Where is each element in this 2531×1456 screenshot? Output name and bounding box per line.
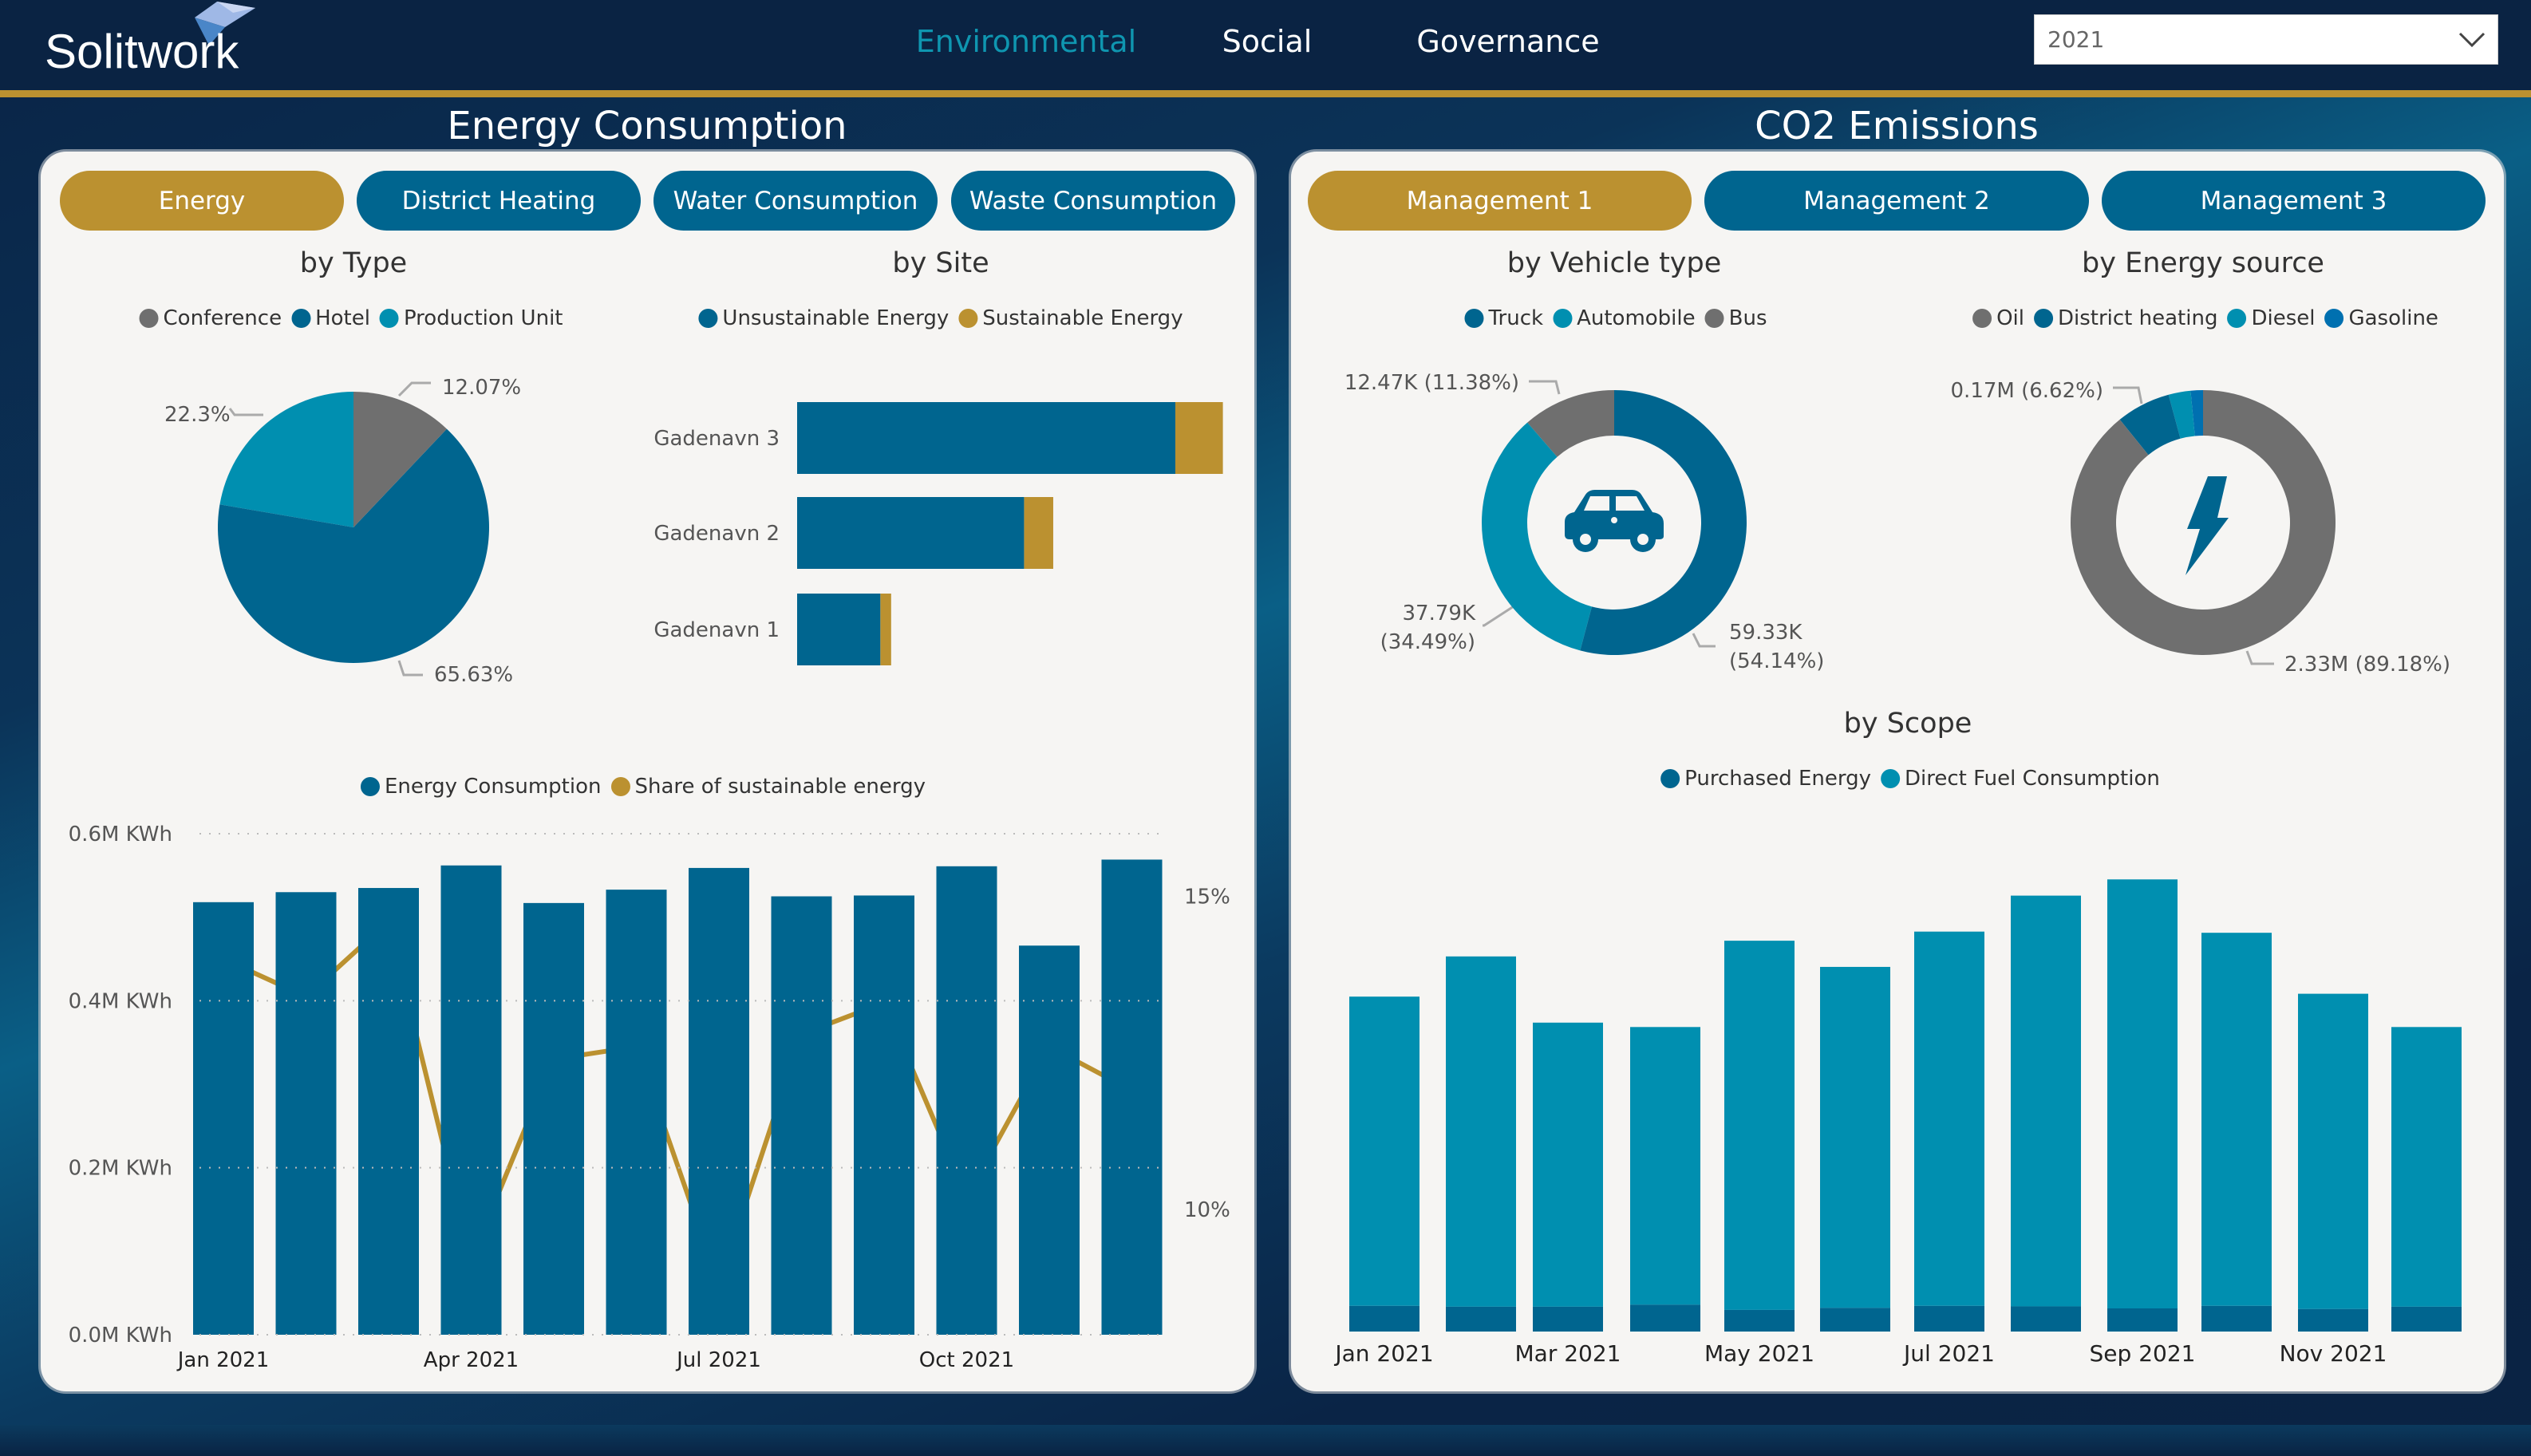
legend-item: Production Unit	[403, 306, 563, 330]
legend-item: Oil	[1996, 306, 2024, 330]
legend-dot-icon	[1881, 769, 1901, 788]
legend-item: Conference	[163, 306, 282, 330]
by-scope-title: by Scope	[1843, 708, 1972, 740]
legend-item: Automobile	[1577, 306, 1696, 330]
legend-item: Hotel	[315, 306, 370, 330]
by-vehicle-title: by Vehicle type	[1506, 247, 1722, 279]
tab-management-3[interactable]: Management 3	[2102, 171, 2486, 231]
legend-dot-icon	[379, 309, 399, 328]
legend-dot-icon	[1660, 769, 1680, 788]
legend-item: Purchased Energy	[1684, 767, 1872, 791]
nav-tab-governance[interactable]: Governance	[1416, 24, 1600, 59]
legend-dot-icon	[360, 777, 380, 796]
legend-dot-icon	[2033, 309, 2053, 328]
legend-item: Direct Fuel Consumption	[1905, 767, 2160, 791]
legend-dot-icon	[698, 309, 718, 328]
legend-item: Gasoline	[2348, 306, 2438, 330]
legend-dot-icon	[1704, 309, 1724, 328]
energy-section-title: Energy Consumption	[447, 104, 847, 148]
tab-management-2[interactable]: Management 2	[1704, 171, 2089, 231]
tab-district-heating[interactable]: District Heating	[357, 171, 641, 231]
legend-dot-icon	[1972, 309, 1992, 328]
year-dropdown-value: 2021	[2047, 26, 2105, 53]
legend-dot-icon	[291, 309, 311, 328]
legend-dot-icon	[139, 309, 159, 328]
by-type-title: by Type	[299, 247, 408, 279]
legend-item: Energy Consumption	[384, 775, 602, 799]
by-site-title: by Site	[892, 247, 989, 279]
legend-dot-icon	[2227, 309, 2247, 328]
logo-mark-icon	[195, 2, 255, 45]
co2-section-title: CO2 Emissions	[1755, 104, 2039, 148]
legend-dot-icon	[1553, 309, 1573, 328]
legend-item: Share of sustainable energy	[634, 775, 926, 799]
legend-dot-icon	[2324, 309, 2344, 328]
legend-dot-icon	[958, 309, 978, 328]
header-divider	[0, 90, 2531, 97]
legend-item: Truck	[1488, 306, 1544, 330]
by-scope-legend: Purchased Energy Direct Fuel Consumption	[1656, 767, 2160, 791]
legend-item: Diesel	[2251, 306, 2316, 330]
by-vehicle-legend: Truck Automobile Bus	[1459, 306, 1767, 330]
nav-tab-social[interactable]: Social	[1222, 24, 1313, 59]
legend-item: Unsustainable Energy	[722, 306, 950, 330]
by-source-title: by Energy source	[2082, 247, 2324, 279]
legend-item: District heating	[2057, 306, 2218, 330]
legend-dot-icon	[610, 777, 630, 796]
legend-dot-icon	[1464, 309, 1484, 328]
monthly-energy-legend: Energy Consumption Share of sustainable …	[356, 775, 926, 799]
legend-item: Bus	[1728, 306, 1767, 330]
by-type-legend: Conference Hotel Production Unit	[135, 306, 563, 330]
energy-panel	[41, 152, 1254, 1391]
year-dropdown[interactable]: 2021	[2034, 14, 2498, 65]
tab-management-1[interactable]: Management 1	[1308, 171, 1692, 231]
nav-tab-environmental[interactable]: Environmental	[915, 24, 1137, 59]
by-source-legend: Oil District heating Diesel Gasoline	[1968, 306, 2438, 330]
legend-item: Sustainable Energy	[982, 306, 1183, 330]
tab-energy[interactable]: Energy	[60, 171, 344, 231]
tab-waste-consumption[interactable]: Waste Consumption	[951, 171, 1235, 231]
by-site-legend: Unsustainable Energy Sustainable Energy	[693, 306, 1183, 330]
tab-water-consumption[interactable]: Water Consumption	[653, 171, 938, 231]
footer-strip	[0, 1425, 2531, 1456]
chevron-down-icon	[2458, 32, 2486, 48]
logo: Solitwork	[45, 25, 239, 78]
